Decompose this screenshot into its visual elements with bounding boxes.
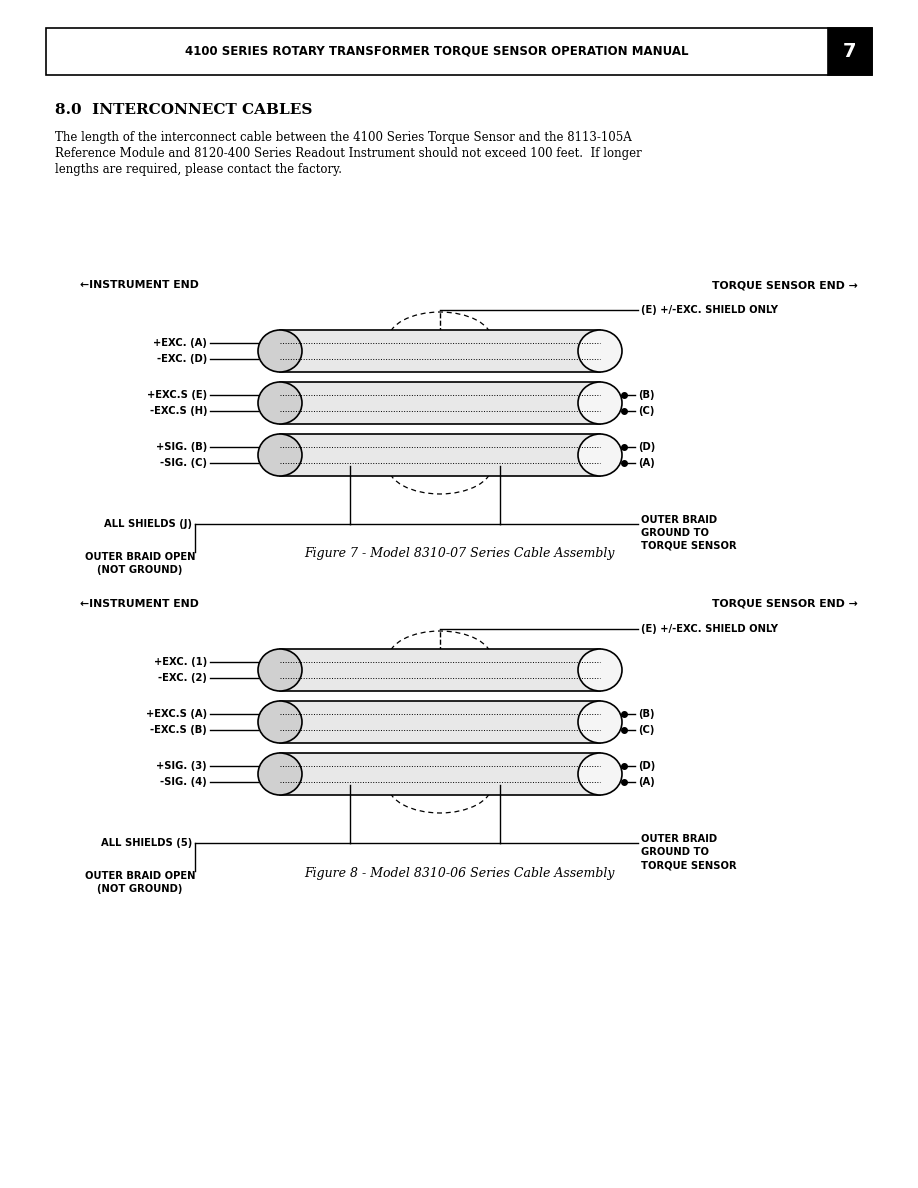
Text: OUTER BRAID: OUTER BRAID xyxy=(641,834,717,843)
Text: -EXC. (D): -EXC. (D) xyxy=(157,354,207,364)
Text: (B): (B) xyxy=(638,709,655,720)
Text: +SIG. (B): +SIG. (B) xyxy=(156,442,207,453)
Text: (B): (B) xyxy=(638,391,655,400)
Text: (D): (D) xyxy=(638,442,655,453)
Ellipse shape xyxy=(258,649,302,691)
Bar xyxy=(280,753,600,795)
Text: -SIG. (4): -SIG. (4) xyxy=(161,777,207,786)
Text: The length of the interconnect cable between the 4100 Series Torque Sensor and t: The length of the interconnect cable bet… xyxy=(55,131,632,144)
Text: ALL SHIELDS (J): ALL SHIELDS (J) xyxy=(104,519,192,529)
Text: OUTER BRAID OPEN: OUTER BRAID OPEN xyxy=(84,552,196,562)
Text: (NOT GROUND): (NOT GROUND) xyxy=(97,884,183,895)
Text: (E) +/-EXC. SHIELD ONLY: (E) +/-EXC. SHIELD ONLY xyxy=(641,305,778,315)
Text: -SIG. (C): -SIG. (C) xyxy=(160,457,207,468)
Text: (A): (A) xyxy=(638,777,655,786)
Text: 8.0  INTERCONNECT CABLES: 8.0 INTERCONNECT CABLES xyxy=(55,103,312,116)
Text: 7: 7 xyxy=(844,42,856,61)
Text: ALL SHIELDS (5): ALL SHIELDS (5) xyxy=(101,838,192,848)
Text: (NOT GROUND): (NOT GROUND) xyxy=(97,565,183,575)
Text: TORQUE SENSOR: TORQUE SENSOR xyxy=(641,541,736,551)
Text: TORQUE SENSOR END →: TORQUE SENSOR END → xyxy=(712,599,858,609)
Bar xyxy=(280,701,600,742)
Ellipse shape xyxy=(258,753,302,795)
Ellipse shape xyxy=(258,383,302,424)
Text: -EXC. (2): -EXC. (2) xyxy=(158,672,207,683)
Ellipse shape xyxy=(578,649,622,691)
Text: OUTER BRAID OPEN: OUTER BRAID OPEN xyxy=(84,871,196,881)
Text: (E) +/-EXC. SHIELD ONLY: (E) +/-EXC. SHIELD ONLY xyxy=(641,624,778,634)
Text: TORQUE SENSOR END →: TORQUE SENSOR END → xyxy=(712,280,858,290)
Text: +SIG. (3): +SIG. (3) xyxy=(156,762,207,771)
Text: +EXC. (A): +EXC. (A) xyxy=(153,339,207,348)
Text: lengths are required, please contact the factory.: lengths are required, please contact the… xyxy=(55,163,342,176)
Ellipse shape xyxy=(578,753,622,795)
Text: OUTER BRAID: OUTER BRAID xyxy=(641,516,717,525)
Ellipse shape xyxy=(258,434,302,476)
Text: ←INSTRUMENT END: ←INSTRUMENT END xyxy=(80,280,199,290)
Text: GROUND TO: GROUND TO xyxy=(641,847,709,857)
Text: ←INSTRUMENT END: ←INSTRUMENT END xyxy=(80,599,199,609)
Text: +EXC. (1): +EXC. (1) xyxy=(153,657,207,668)
Text: -EXC.S (H): -EXC.S (H) xyxy=(150,405,207,416)
Ellipse shape xyxy=(578,434,622,476)
Text: +EXC.S (A): +EXC.S (A) xyxy=(146,709,207,720)
Bar xyxy=(46,29,872,75)
Bar xyxy=(280,383,600,424)
Text: Figure 7 - Model 8310-07 Series Cable Assembly: Figure 7 - Model 8310-07 Series Cable As… xyxy=(304,548,614,561)
Text: GROUND TO: GROUND TO xyxy=(641,527,709,538)
Text: (C): (C) xyxy=(638,405,655,416)
Ellipse shape xyxy=(578,383,622,424)
Text: -EXC.S (B): -EXC.S (B) xyxy=(151,725,207,734)
Text: (A): (A) xyxy=(638,457,655,468)
Ellipse shape xyxy=(578,330,622,372)
Ellipse shape xyxy=(258,330,302,372)
Bar xyxy=(828,29,872,75)
Ellipse shape xyxy=(578,701,622,742)
Text: Figure 8 - Model 8310-06 Series Cable Assembly: Figure 8 - Model 8310-06 Series Cable As… xyxy=(304,866,614,879)
Text: (D): (D) xyxy=(638,762,655,771)
Text: (C): (C) xyxy=(638,725,655,734)
Text: +EXC.S (E): +EXC.S (E) xyxy=(147,391,207,400)
Bar xyxy=(280,330,600,372)
Ellipse shape xyxy=(258,701,302,742)
Bar xyxy=(280,649,600,691)
Text: 4100 SERIES ROTARY TRANSFORMER TORQUE SENSOR OPERATION MANUAL: 4100 SERIES ROTARY TRANSFORMER TORQUE SE… xyxy=(185,45,688,58)
Text: TORQUE SENSOR: TORQUE SENSOR xyxy=(641,860,736,870)
Text: Reference Module and 8120-400 Series Readout Instrument should not exceed 100 fe: Reference Module and 8120-400 Series Rea… xyxy=(55,146,642,159)
Bar xyxy=(280,434,600,476)
